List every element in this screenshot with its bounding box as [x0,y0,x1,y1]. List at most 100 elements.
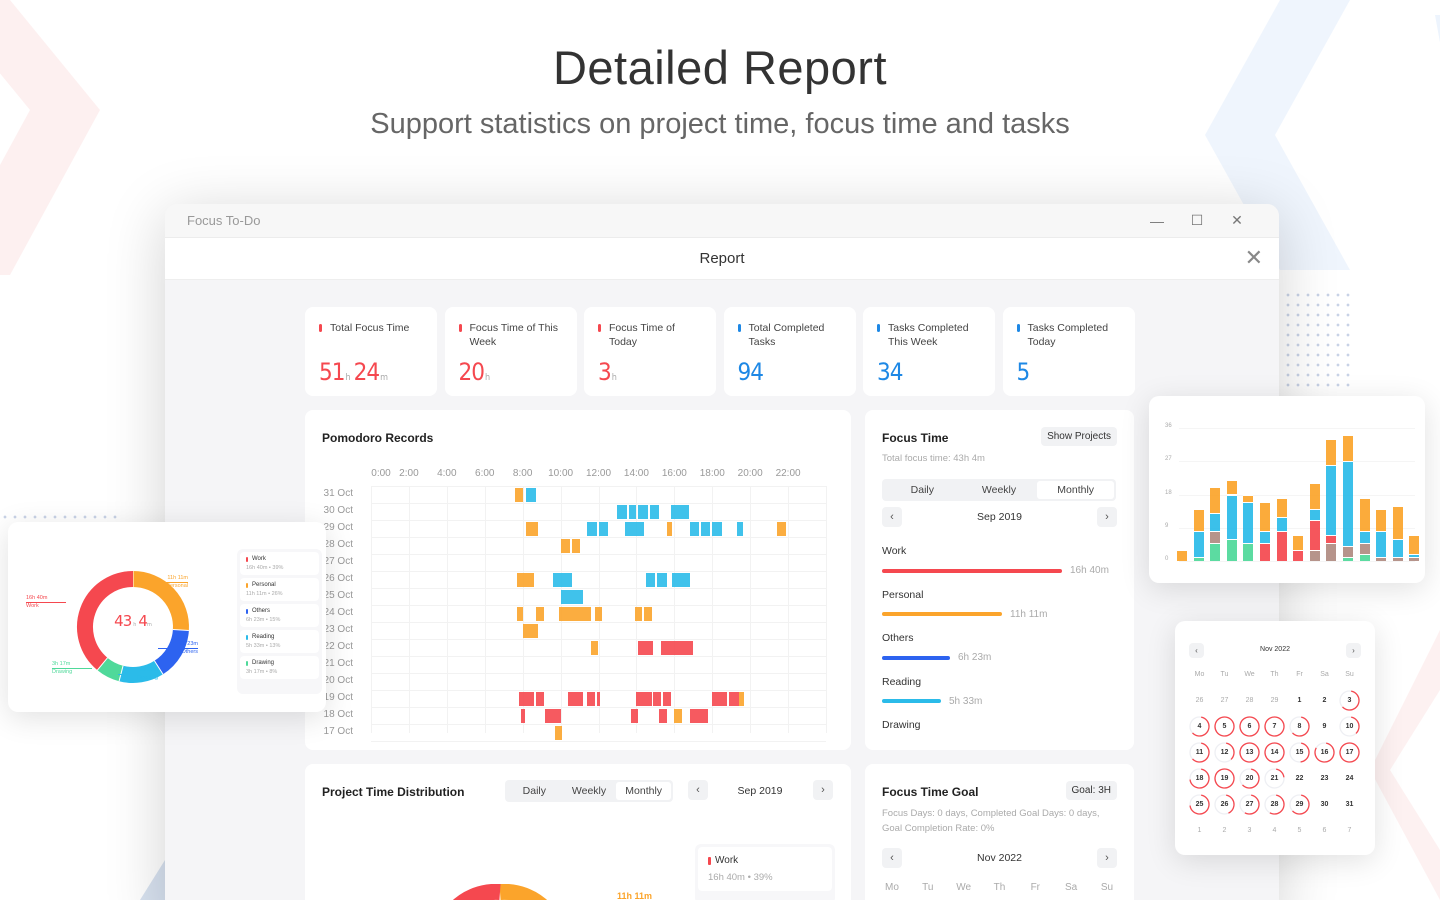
bar-segment [1276,516,1287,532]
stat-value: 34 [877,358,903,386]
date-label: 25 Oct [323,590,353,601]
calendar-day[interactable]: 12 [1212,741,1237,763]
calendar-day[interactable]: 4 [1187,715,1212,737]
maximize-icon[interactable]: ☐ [1190,212,1204,228]
pomodoro-block [553,572,563,587]
focus-goal-next-button[interactable]: › [1097,848,1117,868]
stat-label: Total Focus Time [317,321,425,335]
focus-goal-panel: Focus Time Goal Goal: 3H Focus Days: 0 d… [865,764,1134,900]
focus-time-item: Drawing [882,719,1122,763]
stat-value: 20h [458,358,491,386]
close-window-icon[interactable]: ✕ [1231,212,1243,228]
calendar-day[interactable]: 28 [1262,793,1287,815]
pomodoro-block [522,623,538,638]
show-projects-button[interactable]: Show Projects [1041,427,1117,446]
calendar-day[interactable]: 19 [1212,767,1237,789]
focus-time-next-button[interactable]: › [1097,507,1117,527]
project-distribution-next-button[interactable]: › [813,780,833,800]
bar-segment [1293,549,1304,561]
calendar-day[interactable]: 31 [1345,800,1354,808]
calendar-day[interactable]: 24 [1345,774,1354,782]
stat-label: Tasks Completed This Week [875,321,983,349]
calendar-day[interactable]: 17 [1337,741,1362,763]
bar-segment [1343,546,1353,558]
focus-time-prev-button[interactable]: ‹ [882,507,902,527]
calendar-day[interactable]: 15 [1287,741,1312,763]
calendar-day[interactable]: 23 [1320,774,1329,782]
calendar-day[interactable]: 28 [1245,696,1254,704]
calendar-day[interactable]: 16 [1312,741,1337,763]
donut-personal-label: 11h 11m [617,891,653,900]
focus-goal-prev-button[interactable]: ‹ [882,848,902,868]
calendar-day[interactable]: 10 [1337,715,1362,737]
calendar-day[interactable]: 26 [1195,696,1204,704]
tab-weekly[interactable]: Weekly [981,484,1017,496]
bar-segment [1193,531,1204,558]
tab-monthly[interactable]: Monthly [1037,481,1115,499]
calendar-day[interactable]: 6 [1237,715,1262,737]
project-distribution-prev-button[interactable]: ‹ [688,780,708,800]
pomodoro-block [729,691,739,706]
calendar-day[interactable]: 29 [1287,793,1312,815]
date-label: 20 Oct [323,675,353,686]
tab-monthly[interactable]: Monthly [616,782,672,800]
focus-time-item: Others 6h 23m [882,632,1122,676]
focus-time-bar [882,699,941,704]
calendar-day[interactable]: 27 [1220,696,1229,704]
calendar-day[interactable]: 5 [1212,715,1237,737]
calendar-day[interactable]: 3 [1247,826,1252,834]
bar-segment [1226,538,1237,561]
bar-segment [1309,483,1320,510]
focus-goal-weekdays: Mo Tu We Th Fr Sa Su [882,882,1117,893]
calendar-day[interactable]: 9 [1322,722,1327,730]
calendar-day[interactable]: 2 [1222,826,1227,834]
tab-daily[interactable]: Daily [910,484,934,496]
pomodoro-block [630,708,639,723]
pomodoro-block [587,521,597,536]
calendar-day[interactable]: 3 [1337,689,1362,711]
focus-time-bar [882,568,1062,573]
pomodoro-block [638,504,648,519]
calendar-day[interactable]: 4 [1272,826,1277,834]
project-distribution-title: Project Time Distribution [322,785,465,799]
calendar-day[interactable]: 20 [1237,767,1262,789]
calendar-day[interactable]: 22 [1295,774,1304,782]
calendar-day[interactable]: 26 [1212,793,1237,815]
bar-segment [1359,531,1370,543]
tab-weekly[interactable]: Weekly [571,785,607,797]
calendar-day[interactable]: 8 [1287,715,1312,737]
date-label: 31 Oct [323,488,353,499]
calendar-day[interactable]: 11 [1187,741,1212,763]
calendar-prev-button[interactable]: ‹ [1189,643,1204,658]
date-label: 28 Oct [323,539,353,550]
calendar-day[interactable]: 13 [1237,741,1262,763]
calendar-day[interactable]: 1 [1297,696,1302,704]
calendar-day[interactable]: 7 [1262,715,1287,737]
calendar-day[interactable]: 25 [1187,793,1212,815]
calendar-day[interactable]: 30 [1320,800,1329,808]
calendar-day[interactable]: 7 [1347,826,1352,834]
calendar-day[interactable]: 14 [1262,741,1287,763]
calendar-day[interactable]: 6 [1322,826,1327,834]
app-window: Focus To-Do — ☐ ✕ Report ✕ Total Focus T… [165,204,1279,900]
donut-callout-personal: 11h 11m [148,574,188,583]
tab-daily[interactable]: Daily [522,785,546,797]
calendar-day[interactable]: 27 [1237,793,1262,815]
calendar-day[interactable]: 18 [1187,767,1212,789]
focus-time-item-label: Work [882,545,907,557]
hour-label: 0:00 [371,468,391,479]
pomodoro-block [657,572,667,587]
calendar-day[interactable]: 21 [1262,767,1287,789]
bar-segment [1210,512,1221,532]
calendar-day[interactable]: 2 [1322,696,1327,704]
close-report-icon[interactable]: ✕ [1244,245,1263,270]
calendar-day[interactable]: 5 [1297,826,1302,834]
calendar-day[interactable]: 1 [1197,826,1202,834]
minimize-icon[interactable]: — [1150,212,1164,229]
goal-badge[interactable]: Goal: 3H [1065,781,1117,800]
project-distribution-period-tabs: Daily Weekly Monthly [505,780,673,802]
pomodoro-block [666,521,673,536]
calendar-day[interactable]: 29 [1270,696,1279,704]
calendar-next-button[interactable]: › [1346,643,1361,658]
hour-label: 8:00 [512,468,533,479]
